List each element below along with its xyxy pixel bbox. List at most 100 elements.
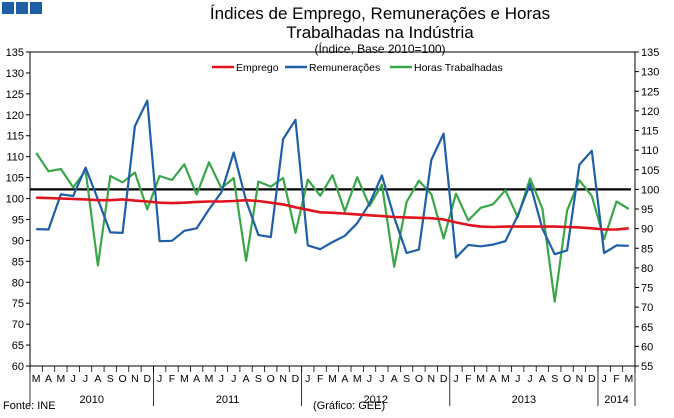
y2-tick-label: 55 [641, 361, 653, 373]
month-label: S [551, 373, 558, 385]
y-tick-label: 130 [6, 68, 24, 80]
y-tick-label: 120 [6, 110, 24, 122]
y-tick-label: 70 [12, 319, 24, 331]
month-label: N [427, 373, 435, 385]
month-label: M [476, 373, 485, 385]
month-label: J [83, 373, 88, 385]
month-label: S [255, 373, 262, 385]
y2-tick-label: 105 [641, 165, 659, 177]
legend-label: Remunerações [309, 62, 380, 74]
y2-tick-label: 110 [641, 145, 659, 157]
month-label: J [219, 373, 224, 385]
month-label: J [602, 373, 607, 385]
series-remunera-es-line [36, 99, 629, 259]
y-tick-label: 110 [6, 152, 24, 164]
month-label: M [353, 373, 362, 385]
y2-tick-label: 95 [641, 204, 653, 216]
y-tick-label: 135 [6, 47, 24, 59]
chart-title: Índices de Emprego, Remunerações e Horas… [209, 4, 551, 42]
axes: 60 65 70 75 80 85 90 95 100 105 110 115 120 125 130 135… [6, 47, 659, 406]
month-label: D [588, 373, 596, 385]
legend: Emprego Remunerações Horas Trabalhadas [212, 62, 503, 74]
y2-tick-label: 115 [641, 126, 659, 138]
year-label: 2013 [512, 394, 536, 406]
year-label: 2014 [604, 394, 628, 406]
y-tick-label: 95 [12, 214, 24, 226]
month-label: A [490, 373, 497, 385]
y-tick-label: 65 [12, 340, 24, 352]
y2-tick-label: 135 [641, 47, 659, 59]
month-label: F [317, 373, 323, 385]
y-tick-label: 100 [6, 194, 24, 206]
month-label: J [515, 373, 520, 385]
month-label: A [243, 373, 250, 385]
month-label: F [613, 373, 619, 385]
month-label: A [94, 373, 101, 385]
series-layer [30, 99, 631, 303]
year-label: 2011 [216, 394, 240, 406]
month-label: M [32, 373, 41, 385]
month-label: S [403, 373, 410, 385]
y-tick-label: 80 [12, 277, 24, 289]
plot-area [29, 51, 636, 367]
y2-tick-label: 130 [641, 67, 659, 79]
y-tick-label: 85 [12, 256, 24, 268]
header-square-2 [16, 2, 28, 14]
header-square-1 [2, 2, 14, 14]
legend-label: Emprego [236, 62, 279, 74]
month-label: J [231, 373, 236, 385]
series-emprego-line [36, 196, 629, 231]
y-tick-label: 115 [6, 131, 24, 143]
month-label: N [279, 373, 287, 385]
month-label: J [71, 373, 76, 385]
series-horas-trabalhadas-line [35, 152, 630, 303]
y2-tick-label: 60 [641, 341, 653, 353]
month-label: D [440, 373, 448, 385]
month-label: D [143, 373, 151, 385]
header-square-3 [30, 2, 42, 14]
y-tick-label: 75 [12, 298, 24, 310]
month-label: M [624, 373, 633, 385]
month-label: A [45, 373, 52, 385]
month-label: F [465, 373, 471, 385]
y2-tick-label: 125 [641, 86, 659, 98]
y-tick-label: 60 [12, 361, 24, 373]
month-label: F [169, 373, 175, 385]
credit-note: (Gráfico: GEE) [313, 400, 386, 412]
month-label: N [576, 373, 584, 385]
year-label: 2012 [363, 394, 387, 406]
source-note: Fonte: INE [3, 400, 56, 412]
y2-tick-label: 65 [641, 322, 653, 334]
month-label: J [305, 373, 310, 385]
month-label: A [539, 373, 546, 385]
year-label: 2010 [79, 394, 103, 406]
month-label: D [292, 373, 300, 385]
month-label: A [391, 373, 398, 385]
month-label: M [56, 373, 65, 385]
legend-label: Horas Trabalhadas [414, 62, 503, 74]
month-label: A [193, 373, 200, 385]
month-label: J [527, 373, 532, 385]
month-label: O [563, 373, 571, 385]
y2-tick-label: 100 [641, 184, 659, 196]
y-tick-label: 125 [6, 89, 24, 101]
y2-tick-label: 85 [641, 243, 653, 255]
month-label: S [107, 373, 114, 385]
y2-tick-label: 120 [641, 106, 659, 118]
y-tick-label: 90 [12, 235, 24, 247]
y2-tick-label: 90 [641, 224, 653, 236]
month-label: J [367, 373, 372, 385]
month-label: O [119, 373, 127, 385]
y2-tick-label: 70 [641, 302, 653, 314]
month-label: J [453, 373, 458, 385]
month-label: O [267, 373, 275, 385]
month-label: J [379, 373, 384, 385]
y2-tick-label: 75 [641, 283, 653, 295]
month-label: M [180, 373, 189, 385]
month-label: J [157, 373, 162, 385]
month-label: N [131, 373, 139, 385]
y2-tick-label: 80 [641, 263, 653, 275]
month-label: M [501, 373, 510, 385]
month-label: O [415, 373, 423, 385]
